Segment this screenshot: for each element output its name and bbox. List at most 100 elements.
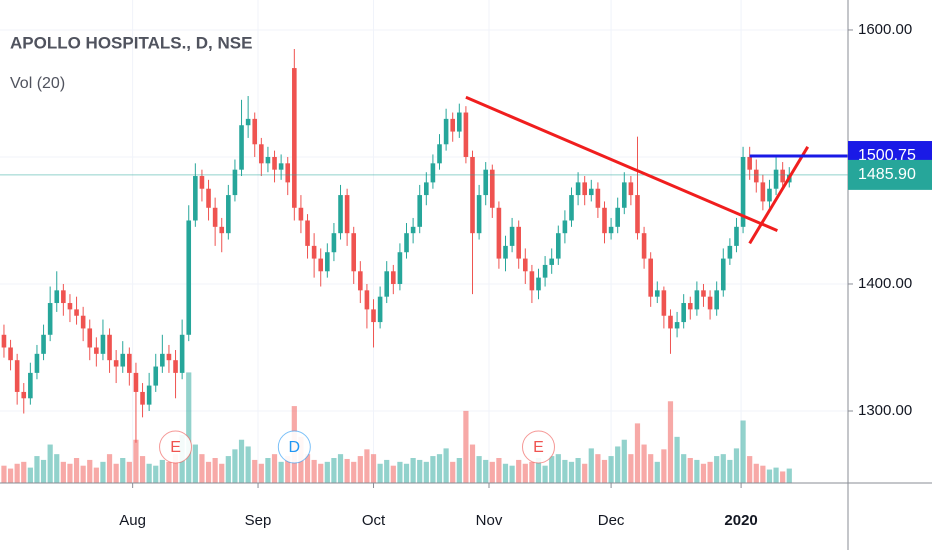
- candle-body: [338, 195, 343, 234]
- candle-body: [265, 156, 271, 164]
- volume-bar: [674, 436, 680, 483]
- volume-bar: [568, 461, 575, 483]
- volume-bar: [304, 454, 311, 483]
- event-marker: [277, 430, 311, 464]
- volume-bar: [126, 461, 132, 483]
- candle-body: [54, 290, 60, 304]
- x-tick-label: Nov: [476, 512, 503, 529]
- volume-bar: [443, 448, 449, 483]
- volume-bar: [159, 459, 165, 483]
- candle-body: [621, 182, 627, 208]
- candle-body: [351, 233, 357, 272]
- volume-bar: [423, 461, 429, 483]
- candle-body: [773, 169, 779, 189]
- volume-bar: [212, 458, 218, 483]
- candle-body: [437, 144, 442, 164]
- candle-body: [569, 195, 574, 221]
- volume-bar: [14, 463, 20, 483]
- candle-body: [278, 163, 284, 170]
- candle-body: [1, 334, 7, 348]
- volume-bar: [727, 459, 733, 483]
- volume-bar: [106, 454, 113, 483]
- candle-body: [113, 360, 119, 367]
- candle-body: [687, 303, 693, 310]
- volume-bar: [687, 458, 693, 483]
- candle-body: [463, 112, 469, 157]
- price-label-box: [848, 159, 932, 190]
- candle-body: [595, 188, 601, 208]
- candle-body: [443, 118, 449, 145]
- candle-body: [536, 277, 541, 291]
- candle-body: [259, 144, 264, 164]
- candle-body: [364, 290, 370, 310]
- candle-body: [107, 334, 112, 361]
- candle-body: [760, 182, 766, 202]
- volume-bar: [120, 458, 126, 483]
- grid: [0, 0, 848, 483]
- volume-bar: [390, 465, 396, 483]
- candle-body: [80, 315, 86, 329]
- volume-bar: [351, 461, 357, 483]
- volume-bar: [67, 463, 73, 483]
- candle-body: [311, 245, 317, 259]
- candle-body: [397, 252, 403, 284]
- y-tick-label: 1300.00: [858, 402, 912, 419]
- volume-bar: [199, 454, 205, 483]
- volume-bar: [318, 463, 324, 483]
- candle-body: [298, 207, 304, 221]
- candle-body: [285, 163, 291, 183]
- chart-subtitle: Vol (20): [10, 75, 65, 92]
- candle-body: [734, 226, 739, 246]
- volume-bar: [733, 448, 740, 483]
- volume-bar: [562, 459, 568, 483]
- volume-bar: [172, 454, 179, 483]
- candle-body: [179, 334, 185, 373]
- volume-bar: [311, 459, 317, 483]
- volume-bar: [139, 456, 146, 483]
- x-tick-label: Dec: [598, 512, 625, 529]
- candle-body: [714, 290, 719, 310]
- candle-body: [575, 182, 581, 196]
- candle-body: [391, 271, 396, 284]
- candle-body: [173, 360, 178, 373]
- y-tick-label: 1400.00: [858, 275, 912, 292]
- volume-bar: [786, 468, 792, 483]
- event-label: D: [289, 439, 301, 456]
- candle-body: [318, 258, 324, 272]
- y-tick-label: 1600.00: [858, 21, 912, 38]
- volume-bar: [278, 461, 284, 483]
- candle-body: [503, 245, 508, 259]
- candle-body: [410, 226, 416, 234]
- candle-body: [61, 290, 66, 304]
- volume-bar: [153, 465, 159, 483]
- candle-body: [562, 220, 568, 234]
- volume-bar: [87, 459, 93, 483]
- volume-bar: [60, 461, 66, 483]
- volume-bar: [47, 444, 53, 483]
- candle-body: [127, 353, 132, 373]
- volume-bar: [502, 463, 509, 483]
- price-label: 1485.90: [858, 166, 916, 183]
- candle-body: [417, 195, 423, 227]
- volume-bar: [73, 458, 80, 483]
- trend-line: [748, 146, 810, 245]
- volume-bar: [463, 410, 469, 483]
- candle-body: [377, 296, 383, 323]
- volume-bar: [80, 465, 86, 483]
- volume-bar: [720, 454, 726, 483]
- volume-bar: [285, 456, 291, 483]
- candle-body: [635, 195, 640, 234]
- candle-body: [358, 271, 363, 291]
- candle-body: [582, 182, 587, 196]
- volume-bar: [219, 463, 225, 483]
- volume-bar: [661, 449, 667, 483]
- candle-body: [641, 233, 647, 259]
- volume-bar: [476, 456, 482, 483]
- candle-body: [94, 347, 99, 354]
- candle-body: [344, 195, 350, 234]
- candle-body: [707, 296, 713, 310]
- volume-bar: [740, 420, 746, 483]
- event-label: E: [533, 439, 544, 456]
- candle-body: [160, 353, 165, 367]
